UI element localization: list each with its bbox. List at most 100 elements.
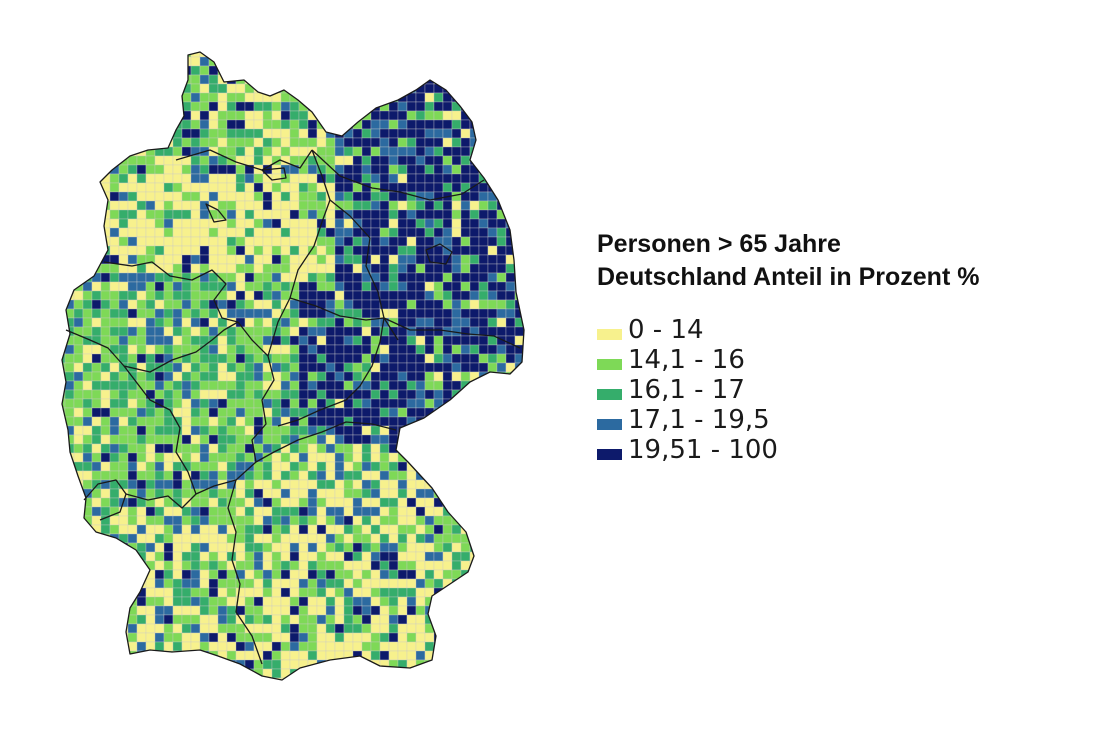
grid-cell <box>379 506 390 517</box>
grid-cell <box>433 52 444 58</box>
grid-cell <box>118 344 129 355</box>
grid-cell <box>244 344 255 355</box>
grid-cell <box>208 461 219 472</box>
grid-cell <box>163 677 174 680</box>
grid-cell <box>109 605 120 616</box>
grid-cell <box>334 425 345 436</box>
grid-cell <box>523 371 524 382</box>
grid-cell <box>307 677 318 680</box>
grid-cell <box>217 641 228 652</box>
grid-cell <box>62 452 66 463</box>
grid-cell <box>91 245 102 256</box>
grid-cell <box>109 155 120 166</box>
grid-cell <box>253 137 264 148</box>
grid-cell <box>451 290 462 301</box>
grid-cell <box>109 452 120 463</box>
grid-cell <box>109 416 120 427</box>
grid-cell <box>127 668 138 679</box>
grid-cell <box>100 371 111 382</box>
grid-cell <box>271 389 282 400</box>
grid-cell <box>91 551 102 562</box>
grid-cell <box>361 65 372 76</box>
grid-cell <box>352 371 363 382</box>
grid-cell <box>514 101 524 112</box>
grid-cell <box>406 434 417 445</box>
grid-cell <box>451 560 462 571</box>
grid-cell <box>145 290 156 301</box>
grid-cell <box>343 479 354 490</box>
grid-cell <box>199 587 210 598</box>
grid-cell <box>280 569 291 580</box>
grid-cell <box>226 380 237 391</box>
grid-cell <box>118 515 129 526</box>
grid-cell <box>460 254 471 265</box>
grid-cell <box>100 551 111 562</box>
grid-cell <box>406 524 417 535</box>
grid-cell <box>451 452 462 463</box>
grid-cell <box>109 290 120 301</box>
grid-cell <box>307 470 318 481</box>
grid-cell <box>190 353 201 364</box>
grid-cell <box>199 110 210 121</box>
grid-cell <box>343 560 354 571</box>
grid-cell <box>109 299 120 310</box>
grid-cell <box>271 425 282 436</box>
grid-cell <box>316 362 327 373</box>
grid-cell <box>62 578 66 589</box>
grid-cell <box>379 110 390 121</box>
grid-cell <box>469 317 480 328</box>
grid-cell <box>253 632 264 643</box>
grid-cell <box>217 353 228 364</box>
grid-cell <box>244 137 255 148</box>
grid-cell <box>280 236 291 247</box>
grid-cell <box>316 470 327 481</box>
legend-item: 19,51 - 100 <box>597 435 1097 465</box>
grid-cell <box>523 209 524 220</box>
grid-cell <box>190 461 201 472</box>
grid-cell <box>487 524 498 535</box>
grid-cell <box>118 254 129 265</box>
grid-cell <box>100 587 111 598</box>
grid-cell <box>487 470 498 481</box>
grid-cell <box>424 542 435 553</box>
grid-cell <box>163 371 174 382</box>
grid-cell <box>127 218 138 229</box>
grid-cell <box>352 83 363 94</box>
grid-cell <box>262 371 273 382</box>
grid-cell <box>136 308 147 319</box>
grid-cell <box>91 614 102 625</box>
grid-cell <box>82 299 93 310</box>
grid-cell <box>523 56 524 67</box>
grid-cell <box>136 488 147 499</box>
grid-cell <box>496 245 507 256</box>
grid-cell <box>262 254 273 265</box>
grid-cell <box>397 344 408 355</box>
grid-cell <box>370 479 381 490</box>
grid-cell <box>424 236 435 247</box>
grid-cell <box>415 551 426 562</box>
grid-cell <box>217 605 228 616</box>
grid-cell <box>451 497 462 508</box>
grid-cell <box>505 380 516 391</box>
grid-cell <box>334 515 345 526</box>
grid-cell <box>325 119 336 130</box>
grid-cell <box>460 470 471 481</box>
grid-cell <box>334 209 345 220</box>
grid-cell <box>145 506 156 517</box>
grid-cell <box>514 425 524 436</box>
grid-cell <box>370 443 381 454</box>
grid-cell <box>379 650 390 661</box>
grid-cell <box>424 344 435 355</box>
grid-cell <box>523 542 524 553</box>
grid-cell <box>514 470 524 481</box>
grid-cell <box>208 443 219 454</box>
grid-cell <box>487 623 498 634</box>
grid-cell <box>487 353 498 364</box>
grid-cell <box>406 173 417 184</box>
grid-cell <box>388 461 399 472</box>
grid-cell <box>62 290 66 301</box>
grid-cell <box>127 479 138 490</box>
grid-cell <box>478 137 489 148</box>
grid-cell <box>487 533 498 544</box>
grid-cell <box>235 101 246 112</box>
